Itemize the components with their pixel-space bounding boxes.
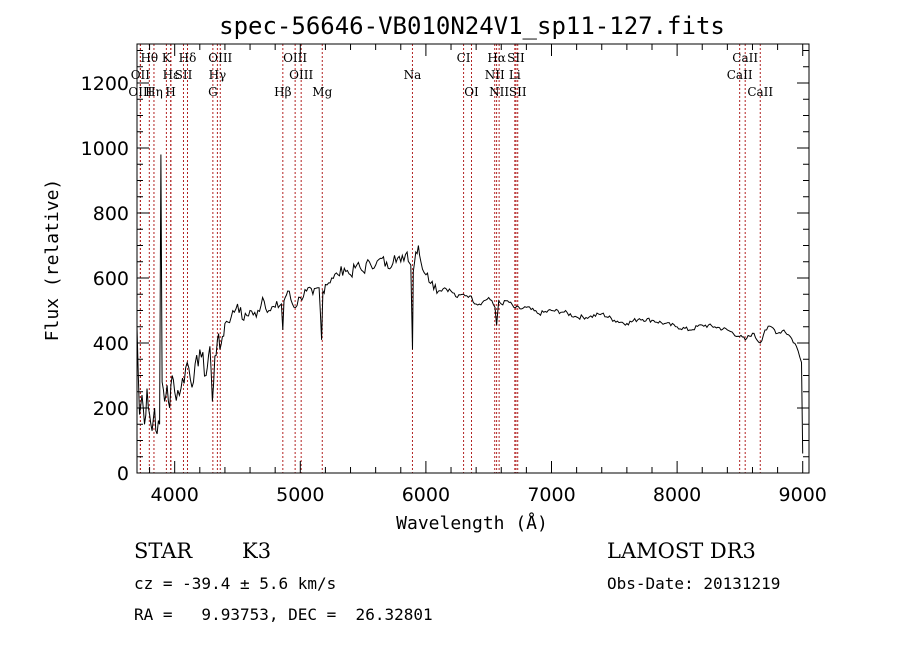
y-axis-ticks: 0 200 400 600 800 1000 1200	[81, 50, 809, 485]
spectral-line-label: SII	[175, 68, 193, 82]
spectral-line-label: CI	[457, 51, 471, 65]
spectral-line-markers	[139, 44, 761, 473]
x-axis-label: Wavelength (Å)	[396, 512, 548, 534]
y-tick-label: 200	[93, 398, 129, 420]
spectrum-line	[136, 154, 804, 454]
y-tick-label: 1200	[81, 73, 129, 95]
spectral-line-label: Hγ	[209, 68, 227, 82]
spectral-line-label: OIII	[289, 68, 313, 82]
x-tick-label: 8000	[653, 484, 701, 506]
spectral-line-label: Hθ	[140, 51, 158, 65]
y-tick-label: 600	[93, 268, 129, 290]
spectral-line-label: Li	[509, 68, 521, 82]
spectral-line-label: G	[208, 85, 218, 99]
spectral-line-label: OI	[464, 85, 479, 99]
object-subclass: K3	[242, 539, 271, 563]
spectral-line-label: OIII	[208, 51, 232, 65]
spectral-line-label: H	[165, 85, 175, 99]
spectral-line-label: K	[162, 51, 172, 65]
spectral-line-label: Mg	[312, 85, 332, 99]
y-axis-label: Flux (relative)	[42, 179, 63, 342]
plot-frame	[136, 43, 810, 474]
spectral-line-label: SII	[507, 51, 525, 65]
spectrum-layer	[136, 154, 804, 454]
spectral-line-label: NII	[485, 68, 505, 82]
coordinates: RA = 9.93753, DEC = 26.32801	[134, 605, 433, 624]
x-axis-ticks: 4000 5000 6000 7000 8000 9000	[149, 44, 827, 506]
spectral-line-label: Hε	[163, 68, 180, 82]
spectral-line-label: NII	[489, 85, 509, 99]
y-tick-label: 400	[93, 333, 129, 355]
spectral-line-label: CaII	[732, 51, 758, 65]
x-tick-label: 9000	[779, 484, 827, 506]
spectral-line-label: OIII	[283, 51, 307, 65]
x-tick-label: 6000	[402, 484, 450, 506]
spectral-line-label: CaII	[727, 68, 753, 82]
x-tick-label: 7000	[527, 484, 575, 506]
spectral-line-label: CaII	[747, 85, 773, 99]
redshift-info: cz = -39.4 ± 5.6 km/s	[134, 574, 336, 593]
survey-name: LAMOST DR3	[607, 539, 756, 563]
spectral-line-label: SII	[509, 85, 527, 99]
spectral-line-label: Hβ	[274, 85, 291, 99]
chart-title: spec-56646-VB010N24V1_sp11-127.fits	[219, 12, 725, 40]
x-tick-label: 4000	[151, 484, 199, 506]
spectral-line-label: Hα	[487, 51, 506, 65]
spectral-line-label: Hη	[145, 85, 163, 99]
obs-date: Obs-Date: 20131219	[607, 574, 780, 593]
y-tick-label: 0	[117, 463, 129, 485]
object-class: STAR	[134, 539, 193, 563]
spectral-line-label: Na	[404, 68, 422, 82]
spectral-line-label: OII	[131, 68, 151, 82]
spectral-line-label: OIII	[128, 85, 152, 99]
spectral-line-label: Hδ	[179, 51, 197, 65]
x-tick-label: 5000	[276, 484, 324, 506]
y-tick-label: 800	[93, 203, 129, 225]
y-tick-label: 1000	[81, 138, 129, 160]
